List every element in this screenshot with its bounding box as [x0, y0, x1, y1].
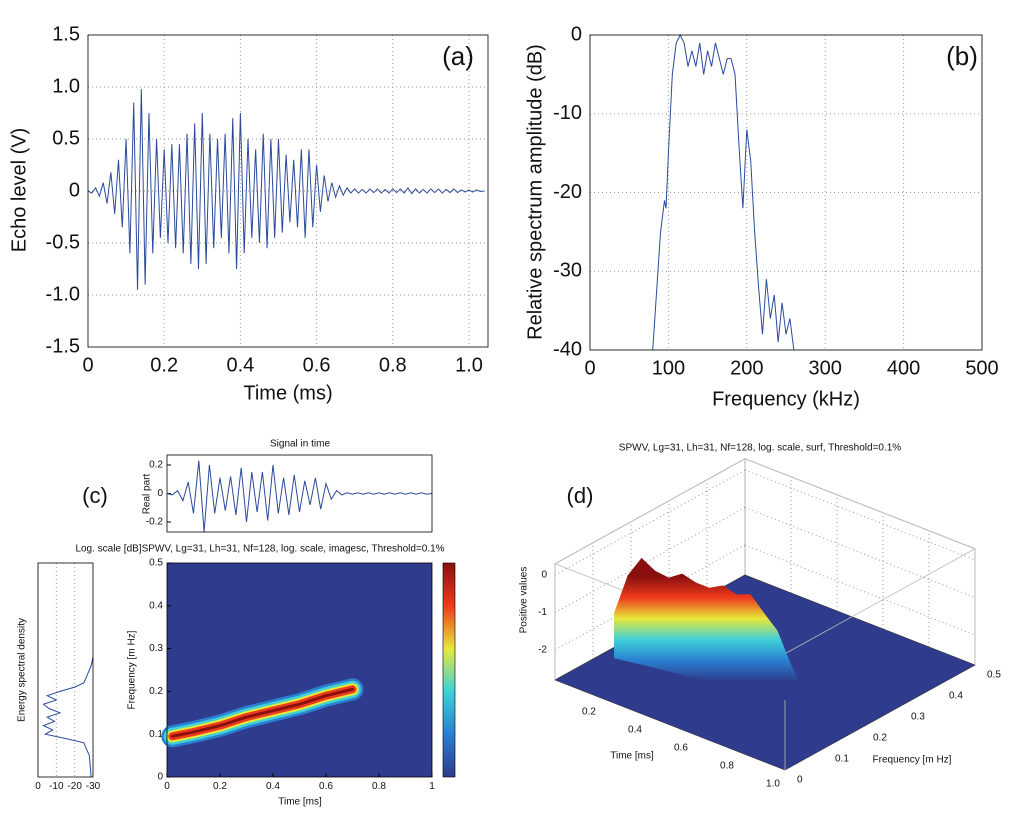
- x-tick-label: 500: [965, 357, 998, 379]
- chart-title: Log. scale [dB]SPWV, Lg=31, Lh=31, Nf=12…: [75, 544, 444, 555]
- x-tick-label: 0.4: [266, 781, 280, 792]
- y-tick-label: 1.5: [52, 23, 80, 45]
- chart-title: Signal in time: [270, 439, 330, 450]
- panel-label: (a): [442, 41, 474, 71]
- y-tick-label: -0.5: [46, 231, 80, 253]
- x-tick-label: 0.8: [372, 781, 386, 792]
- x-tick-label: 0: [35, 781, 41, 792]
- x-tick-label: 0.8: [720, 761, 734, 772]
- y-tick-label: 0.5: [149, 558, 163, 569]
- surface-ridge: [614, 557, 805, 705]
- x-tick-label: 0.4: [628, 725, 642, 736]
- x-tick-label: 0.6: [319, 781, 333, 792]
- y-tick-label: -1.5: [46, 335, 80, 357]
- x-tick-label: 100: [652, 357, 685, 379]
- plot-frame: [37, 562, 94, 778]
- x-tick-label: 300: [809, 357, 842, 379]
- x-axis-label: Time [ms]: [278, 797, 322, 808]
- z-axis-label: Positive values: [519, 567, 530, 634]
- x-tick-label: -10: [49, 781, 64, 792]
- y-tick-label: 0.2: [149, 686, 163, 697]
- y-tick-label: 0.3: [149, 643, 163, 654]
- x-tick-label: 1.0: [455, 354, 483, 376]
- colorbar: [442, 562, 456, 778]
- y-tick-label: 0.4: [949, 691, 963, 702]
- y-tick-label: 0.5: [52, 127, 80, 149]
- x-tick-label: 0: [584, 357, 595, 379]
- y-tick-label: 0: [157, 488, 163, 499]
- panel-label: (b): [946, 41, 978, 71]
- z-tick-label: 0: [541, 570, 547, 581]
- y-tick-label: 0: [69, 179, 80, 201]
- plot-frame: [589, 34, 983, 351]
- x-tick-label: -20: [67, 781, 82, 792]
- x-axis-label: Frequency (kHz): [712, 388, 860, 410]
- panel-label: (c): [82, 483, 108, 508]
- y-tick-label: 0.2: [873, 733, 887, 744]
- y-axis-label: Relative spectrum amplitude (dB): [524, 44, 546, 340]
- y-tick-label: 0: [571, 23, 582, 45]
- signal-line: [166, 460, 433, 533]
- chart-title: SPWV, Lg=31, Lh=31, Nf=128, log. scale, …: [619, 443, 902, 454]
- x-tick-label: 0.6: [303, 354, 331, 376]
- x-tick-label: 0.2: [213, 781, 227, 792]
- box-edge: [784, 548, 976, 655]
- grid-line: [554, 469, 746, 576]
- x-tick-label: 0: [164, 781, 170, 792]
- heatmap-background: [167, 563, 432, 777]
- x-axis-label: Time (ms): [243, 382, 332, 404]
- y-axis-label: Frequency [m Hz]: [127, 630, 138, 709]
- y-tick-label: 0: [797, 775, 803, 786]
- x-tick-label: 0.8: [379, 354, 407, 376]
- spectral-density-line: [42, 657, 94, 778]
- x-tick-label: 400: [887, 357, 920, 379]
- z-tick-label: -1: [538, 607, 547, 618]
- x-axis-label: Time [ms]: [610, 751, 654, 762]
- x-tick-label: -30: [86, 781, 101, 792]
- z-tick-label: -2: [538, 645, 547, 656]
- y-tick-label: 1.0: [52, 75, 80, 97]
- y-tick-label: -30: [553, 260, 582, 282]
- box-edge: [744, 458, 976, 550]
- x-tick-label: 0.2: [582, 707, 596, 718]
- y-tick-label: 0.3: [911, 712, 925, 723]
- signal-line: [652, 33, 795, 351]
- signal-line: [87, 89, 485, 290]
- x-tick-label: 1.0: [766, 779, 780, 790]
- y-tick-label: -1.0: [46, 283, 80, 305]
- y-tick-label: 0.4: [149, 600, 163, 611]
- ridge-band: [170, 687, 354, 738]
- plot-frame: [166, 454, 433, 533]
- y-tick-label: -10: [553, 102, 582, 124]
- x-tick-label: 0.2: [150, 354, 178, 376]
- panel-label: (d): [567, 483, 594, 508]
- box-edge: [554, 458, 746, 565]
- x-tick-label: 0.6: [674, 743, 688, 754]
- y-tick-label: 0.1: [149, 729, 163, 740]
- y-tick-label: 0.1: [835, 754, 849, 765]
- plot-frame: [166, 562, 433, 778]
- y-axis-label: Energy spectral density: [17, 618, 28, 722]
- y-tick-label: -40: [553, 338, 582, 360]
- x-tick-label: 0: [82, 354, 93, 376]
- y-axis-label: Real part: [142, 473, 153, 514]
- y-tick-label: 0: [157, 772, 163, 783]
- y-tick-label: -20: [553, 181, 582, 203]
- x-tick-label: 200: [730, 357, 763, 379]
- x-tick-label: 0.4: [226, 354, 254, 376]
- y-tick-label: 0.2: [149, 460, 163, 471]
- y-tick-label: -0.2: [146, 517, 164, 528]
- y-tick-label: 0.5: [987, 670, 1001, 681]
- x-tick-label: 1: [429, 781, 435, 792]
- plot-frame: [87, 34, 489, 348]
- grid-line: [554, 507, 746, 613]
- y-axis-label: Echo level (V): [8, 128, 30, 253]
- y-axis-label: Frequency [m Hz]: [873, 755, 952, 766]
